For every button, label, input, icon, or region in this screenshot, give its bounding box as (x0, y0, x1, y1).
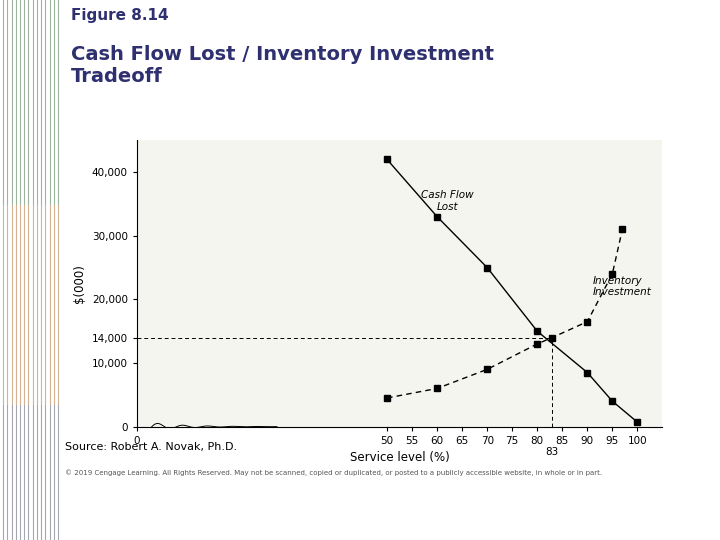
Text: Inventory
Investment: Inventory Investment (593, 276, 651, 298)
Text: 83: 83 (546, 447, 559, 457)
Text: Cash Flow Lost / Inventory Investment
Tradeoff: Cash Flow Lost / Inventory Investment Tr… (71, 45, 494, 86)
Text: Figure 8.14: Figure 8.14 (71, 8, 168, 23)
Y-axis label: $(000): $(000) (73, 264, 86, 303)
Text: © 2019 Cengage Learning. All Rights Reserved. May not be scanned, copied or dupl: © 2019 Cengage Learning. All Rights Rese… (65, 469, 602, 476)
Text: Cash Flow
Lost: Cash Flow Lost (421, 190, 474, 212)
Text: Source: Robert A. Novak, Ph.D.: Source: Robert A. Novak, Ph.D. (65, 442, 237, 453)
Text: 33: 33 (665, 514, 688, 531)
X-axis label: Service level (%): Service level (%) (350, 451, 449, 464)
